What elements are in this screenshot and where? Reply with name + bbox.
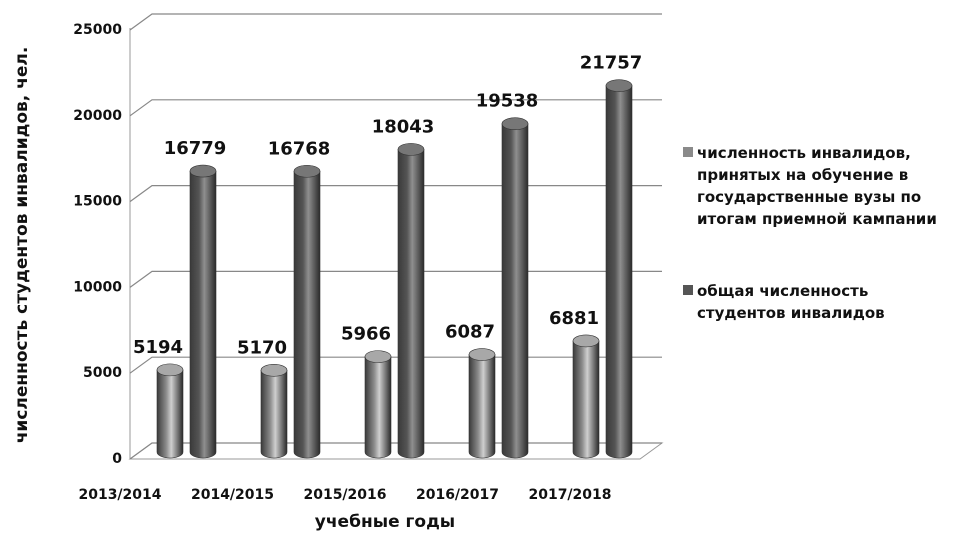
cylinder-top [468, 348, 496, 361]
legend-item: численность инвалидов, принятых на обуче… [683, 142, 951, 230]
cylinder-top [364, 350, 392, 363]
data-label: 19538 [476, 91, 539, 112]
cylinder [293, 170, 321, 459]
cylinder-top [397, 143, 425, 156]
y-tick-label: 10000 [73, 279, 122, 295]
legend-swatch [683, 285, 693, 295]
data-label: 5966 [341, 324, 391, 345]
x-tick-label: 2016/2017 [416, 487, 499, 503]
grid-line [129, 185, 662, 203]
y-tick-label: 5000 [83, 365, 122, 381]
y-tick-label: 25000 [73, 22, 122, 38]
x-axis-label: учебные годы [315, 512, 455, 532]
data-label: 6881 [549, 308, 599, 329]
x-tick-label: 2014/2015 [191, 487, 274, 503]
cylinder [605, 85, 633, 459]
cylinder [156, 369, 184, 459]
x-tick-label: 2017/2018 [528, 487, 611, 503]
cylinder-top [189, 164, 217, 178]
data-label: 16768 [268, 138, 331, 159]
legend-label: численность инвалидов, принятых на обуче… [697, 144, 937, 228]
y-tick-label: 15000 [73, 194, 122, 210]
cylinder [260, 369, 288, 459]
y-tick-label: 20000 [73, 108, 122, 124]
x-tick-label: 2015/2016 [303, 487, 386, 503]
grid-line [129, 270, 662, 288]
grid-line [129, 99, 662, 117]
legend-label: общая численность студентов инвалидов [697, 282, 885, 322]
y-axis-label: численность студентов инвалидов, чел. [12, 47, 32, 444]
legend-swatch [683, 147, 693, 157]
cylinder [501, 123, 529, 459]
cylinder [364, 356, 392, 459]
data-label: 18043 [372, 116, 435, 137]
cylinder [189, 170, 217, 459]
y-tick-label: 0 [112, 451, 122, 467]
cylinder [468, 354, 496, 459]
grid-line [129, 13, 662, 31]
cylinder-top [156, 363, 184, 377]
cylinder-top [605, 79, 633, 92]
data-label: 6087 [445, 322, 495, 343]
cylinder-top [260, 363, 288, 377]
data-label: 16779 [164, 138, 227, 159]
cylinder-top [572, 334, 600, 348]
data-label: 5194 [133, 337, 183, 358]
cylinder-top [501, 117, 529, 131]
x-tick-label: 2013/2014 [78, 487, 161, 503]
cylinder [397, 149, 425, 459]
cylinder-top [293, 164, 321, 178]
data-label: 5170 [237, 337, 287, 358]
cylinder [572, 340, 600, 459]
legend-item: общая численность студентов инвалидов [683, 280, 951, 324]
data-label: 21757 [580, 53, 643, 74]
